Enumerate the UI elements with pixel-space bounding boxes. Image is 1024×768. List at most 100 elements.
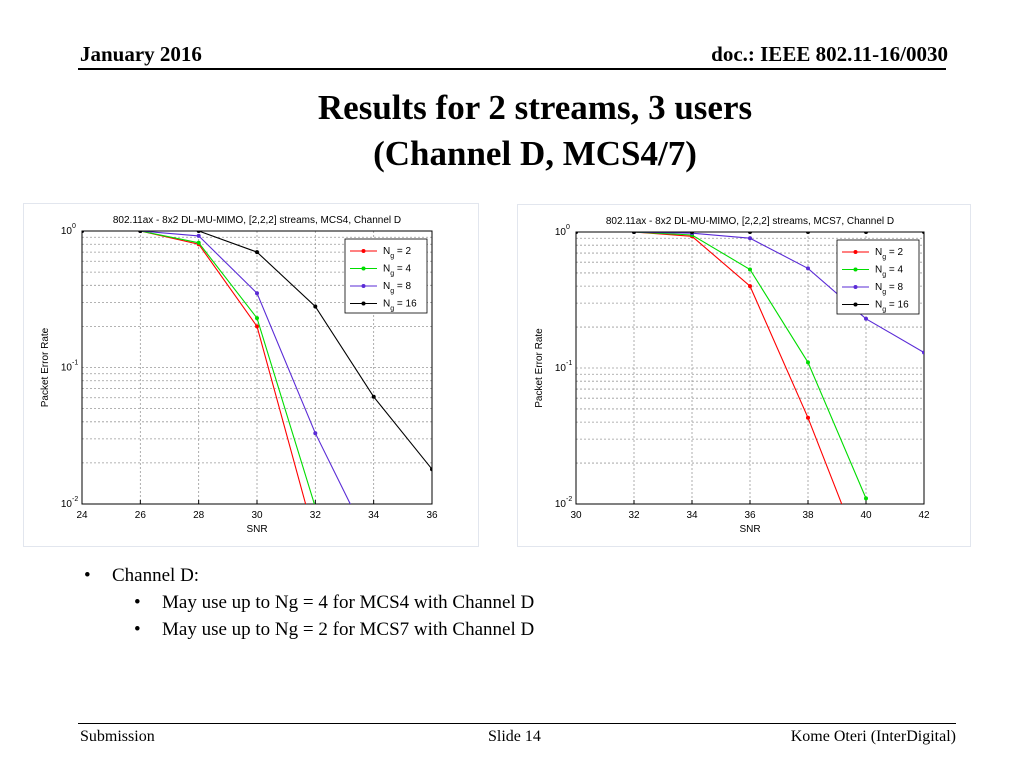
- legend-marker: [361, 301, 366, 306]
- data-point: [196, 233, 201, 238]
- data-point: [82, 231, 84, 233]
- bullet-text: May use up to Ng = 2 for MCS7 with Chann…: [162, 619, 535, 640]
- data-point: [138, 231, 143, 233]
- header-doc-id: doc.: IEEE 802.11-16/0030: [711, 42, 948, 66]
- data-point: [748, 267, 752, 272]
- y-tick-label: 10: [61, 226, 73, 237]
- series-line-3: [82, 231, 351, 504]
- x-tick-label: 38: [802, 510, 814, 521]
- data-point: [430, 467, 432, 472]
- data-point: [196, 240, 201, 245]
- data-point: [864, 232, 868, 234]
- slide-title-line2: (Channel D, MCS4/7): [373, 134, 697, 173]
- data-point: [255, 250, 259, 255]
- y-tick-exponent: -2: [566, 496, 572, 503]
- bullet-text: Channel D:: [112, 565, 200, 586]
- y-tick-exponent: -2: [72, 496, 78, 503]
- data-point: [313, 505, 317, 509]
- legend: Ng = 2 Ng = 4 Ng = 8 Ng = 16: [344, 238, 428, 314]
- data-point: [748, 284, 752, 289]
- chart-title: 802.11ax - 8x2 DL-MU-MIMO, [2,2,2] strea…: [606, 216, 894, 227]
- x-axis-label: SNR: [739, 524, 760, 535]
- data-point: [576, 232, 578, 234]
- chart-mcs4: 24 26 28 30 32 34 36 10 -2 10 -1 10 0 802.11ax - 8x2 …: [24, 204, 478, 546]
- y-tick-label: 10: [555, 499, 567, 510]
- y-tick-label: 10: [61, 499, 73, 510]
- footer-author: Kome Oteri (InterDigital): [790, 728, 956, 745]
- data-point: [806, 266, 810, 271]
- data-point: [806, 360, 810, 365]
- data-point: [690, 232, 694, 234]
- footer-slide-number: Slide 14: [488, 728, 541, 745]
- legend-label: Ng = 2: [875, 247, 904, 261]
- x-tick-label: 32: [310, 510, 322, 521]
- x-axis-label: SNR: [246, 524, 267, 535]
- legend-label: Ng = 2: [383, 246, 412, 260]
- series-line-1: [576, 232, 843, 504]
- x-tick-label: 26: [135, 510, 147, 521]
- y-tick-label: 10: [555, 363, 567, 374]
- x-tick-label: 36: [744, 510, 756, 521]
- data-point: [806, 415, 810, 420]
- series-group: [82, 231, 432, 541]
- legend-marker: [361, 284, 366, 288]
- legend-label: Ng = 8: [875, 282, 904, 296]
- slide-title-line1: Results for 2 streams, 3 users: [317, 88, 753, 127]
- x-tick-label: 28: [193, 510, 205, 521]
- x-tick-label: 42: [918, 510, 930, 521]
- legend-marker: [361, 249, 366, 253]
- header-rule: [78, 68, 946, 70]
- legend-marker: [853, 267, 858, 272]
- data-point: [196, 231, 201, 233]
- data-point: [313, 431, 318, 436]
- y-tick-exponent: -1: [72, 360, 78, 367]
- bullet-text: May use up to Ng = 4 for MCS4 with Chann…: [162, 592, 535, 613]
- series-group: [576, 232, 924, 504]
- y-tick-exponent: 0: [566, 224, 570, 231]
- data-point: [864, 316, 868, 321]
- x-tick-label: 30: [570, 510, 582, 521]
- bullet-item-sub2: • May use up to Ng = 2 for MCS7 with Chan…: [134, 619, 534, 641]
- series-line-2: [576, 232, 867, 499]
- data-point: [864, 496, 868, 501]
- x-tick-label: 24: [76, 510, 88, 521]
- data-point: [632, 232, 636, 234]
- legend-marker: [853, 250, 858, 254]
- legend-label: Ng = 16: [875, 300, 909, 314]
- footer-left: Submission: [80, 728, 155, 745]
- data-point: [371, 394, 376, 399]
- legend-marker: [853, 302, 858, 307]
- data-point: [922, 350, 924, 355]
- y-axis-label: Packet Error Rate: [40, 327, 51, 407]
- legend-label: Ng = 4: [383, 264, 412, 278]
- bullet-item-main: • Channel D:: [84, 565, 199, 587]
- x-tick-label: 36: [426, 510, 438, 521]
- data-point: [748, 232, 752, 234]
- data-point: [313, 304, 318, 309]
- y-tick-exponent: 0: [72, 223, 76, 230]
- bullet-item-sub1: • May use up to Ng = 4 for MCS4 with Chan…: [134, 592, 534, 614]
- legend-label: Ng = 16: [383, 299, 417, 313]
- footer-rule: [78, 723, 956, 724]
- legend-marker: [853, 285, 858, 289]
- y-axis-label: Packet Error Rate: [534, 328, 545, 408]
- data-point: [313, 537, 317, 541]
- legend-marker: [361, 266, 366, 271]
- data-point: [806, 232, 810, 234]
- data-point: [255, 316, 259, 321]
- y-tick-label: 10: [555, 227, 567, 238]
- x-tick-label: 34: [686, 510, 698, 521]
- bullet-dot-icon: •: [134, 619, 141, 640]
- data-point: [255, 324, 259, 329]
- data-point: [255, 291, 259, 296]
- data-point: [748, 236, 752, 241]
- x-tick-label: 34: [368, 510, 380, 521]
- x-tick-label: 30: [251, 510, 263, 521]
- bullet-dot-icon: •: [134, 592, 141, 613]
- legend-label: Ng = 4: [875, 265, 904, 279]
- legend-label: Ng = 8: [383, 281, 412, 295]
- y-tick-exponent: -1: [566, 360, 572, 367]
- chart-mcs7: 30 32 34 36 38 40 42 10 -2 10 -1 10 0 802.11ax - 8x2 …: [518, 205, 970, 546]
- bullet-dot-icon: •: [84, 565, 91, 586]
